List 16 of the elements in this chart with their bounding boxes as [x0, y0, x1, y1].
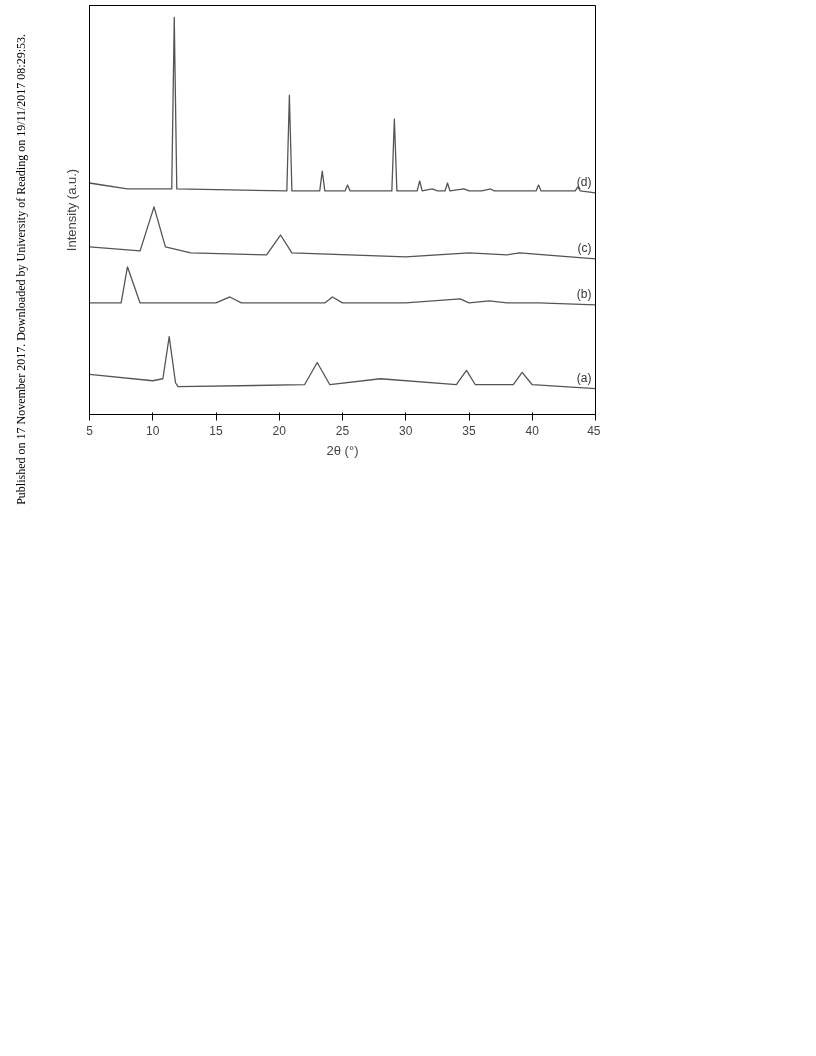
x-tick-label: 25: [335, 423, 350, 438]
x-tick-label: 5: [86, 423, 94, 438]
x-tick-label: 40: [525, 423, 540, 438]
series-label: (d): [576, 174, 592, 189]
x-axis-title: 2θ (°): [326, 442, 359, 458]
x-tick-label: 20: [272, 423, 287, 438]
series-label: (a): [576, 370, 592, 385]
y-axis-title: Intensity (a.u.): [63, 168, 79, 252]
series-label: (b): [576, 286, 592, 301]
text: Published on 17 November 2017. Downloaded by University of Reading on 19/11/2017 08:29:53.: [13, 33, 28, 505]
x-tick-label: 30: [399, 423, 413, 438]
x-tick-label: 15: [209, 423, 223, 438]
x-tick-label: 10: [146, 423, 160, 438]
series-label: (c): [577, 240, 592, 255]
x-tick-label: 35: [462, 423, 476, 438]
x-tick-label: 45: [587, 423, 601, 438]
